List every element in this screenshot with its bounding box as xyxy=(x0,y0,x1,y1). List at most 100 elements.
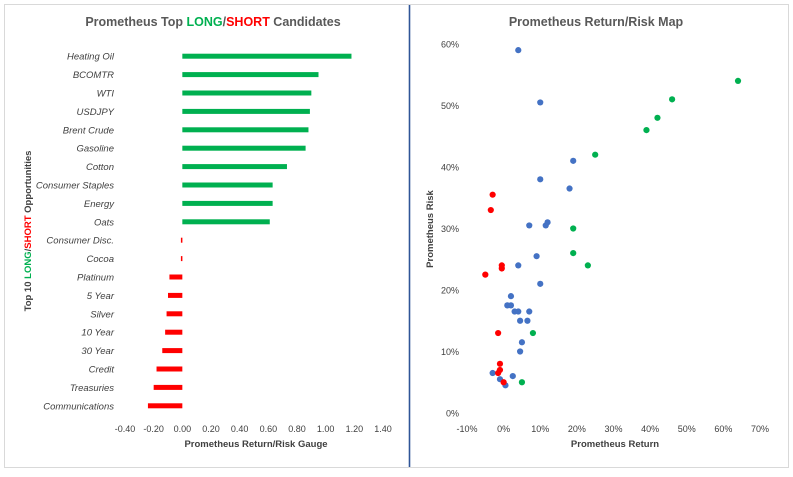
scatter-point-long xyxy=(570,250,577,257)
scatter-point-long xyxy=(643,127,650,134)
y-tick-label: 10% xyxy=(441,347,459,357)
bar-chart-xlabel: Prometheus Return/Risk Gauge xyxy=(184,439,327,450)
scatter-point-neutral xyxy=(526,222,533,229)
scatter-point-neutral xyxy=(489,369,496,377)
scatter-point-neutral xyxy=(537,280,544,287)
x-tick-label: 20% xyxy=(568,424,586,434)
scatter-point-neutral xyxy=(537,99,544,106)
category-label: WTI xyxy=(97,89,115,100)
x-tick-label: -0.20 xyxy=(143,424,164,434)
scatter-point-long xyxy=(584,262,591,269)
bar xyxy=(156,366,183,372)
bar xyxy=(182,164,287,170)
x-tick-label: 0% xyxy=(497,424,510,434)
scatter-point-long xyxy=(570,225,577,232)
x-tick-label: 0.40 xyxy=(231,424,249,434)
category-label: Brent Crude xyxy=(63,125,114,136)
bar xyxy=(182,200,273,206)
scatter-point-short xyxy=(489,191,496,198)
x-tick-label: -0.40 xyxy=(115,424,136,434)
x-tick-label: 1.00 xyxy=(317,424,335,434)
bar xyxy=(180,237,183,243)
bar xyxy=(153,384,183,390)
scatter-point-neutral xyxy=(518,339,526,346)
scatter-point-long xyxy=(669,96,676,103)
scatter-chart-plot: 0% 10% 20% 30% 40% 50% 60% -10% 0% 10% 20% 30% 40% 50… xyxy=(441,40,769,435)
bar xyxy=(180,256,183,262)
bar xyxy=(182,90,312,96)
scatter-point-neutral xyxy=(533,253,540,260)
scatter-point-neutral xyxy=(515,262,522,269)
scatter-point-neutral xyxy=(515,308,522,315)
category-label: Gasoline xyxy=(77,144,115,155)
scatter-chart-ylabel: Prometheus Risk xyxy=(425,189,436,267)
x-tick-label: 40% xyxy=(641,424,659,434)
x-tick-label: 0.80 xyxy=(288,424,306,434)
bar xyxy=(165,329,183,335)
scatter-point-neutral xyxy=(515,47,522,54)
scatter-point-long xyxy=(654,114,661,121)
scatter-point-neutral xyxy=(566,185,573,192)
y-tick-label: 0% xyxy=(446,409,459,419)
bar xyxy=(182,145,306,151)
bar-chart-plot: Heating Oil BCOMTR WTI USDJPY Brent Crude Gas… xyxy=(36,52,392,434)
category-label: Treasuries xyxy=(70,383,114,394)
scatter-point-neutral xyxy=(517,317,524,324)
category-label: Consumer Staples xyxy=(36,181,114,192)
scatter-point-neutral xyxy=(526,308,533,315)
outer-frame xyxy=(4,4,789,468)
bar-chart-ylabel: Top 10 LONG/SHORT Opportunities xyxy=(23,151,34,312)
scatter-point-neutral xyxy=(542,222,549,229)
x-tick-label: 10% xyxy=(531,424,549,434)
scatter-point-neutral xyxy=(570,157,577,164)
x-tick-label: 0.00 xyxy=(174,424,192,434)
x-tick-label: 1.20 xyxy=(346,424,364,434)
category-label: BCOMTR xyxy=(73,70,114,81)
category-label: Consumer Disc. xyxy=(46,236,114,247)
scatter-chart-title: Prometheus Return/Risk Map xyxy=(509,15,684,29)
scatter-point-long xyxy=(592,151,599,158)
x-tick-label: 30% xyxy=(604,424,622,434)
scatter-point-long xyxy=(529,329,537,337)
category-label: 10 Year xyxy=(81,328,114,339)
scatter-point-short xyxy=(496,360,504,367)
category-label: USDJPY xyxy=(77,107,115,118)
scatter-point-long xyxy=(734,77,742,84)
bar-chart-title: Prometheus Top LONG/SHORT Candidates xyxy=(85,15,340,29)
category-label: Silver xyxy=(90,309,115,320)
category-label: Cotton xyxy=(86,162,114,173)
y-tick-label: 20% xyxy=(441,286,459,296)
x-tick-label: 0.20 xyxy=(202,424,220,434)
scatter-point-short xyxy=(487,206,494,214)
scatter-point-neutral xyxy=(507,293,515,300)
y-tick-label: 30% xyxy=(441,224,459,234)
category-label: 30 Year xyxy=(81,346,114,357)
x-tick-label: 60% xyxy=(714,424,732,434)
y-tick-label: 50% xyxy=(441,101,459,111)
x-tick-label: 1.40 xyxy=(374,424,392,434)
scatter-point-neutral xyxy=(524,317,531,324)
x-tick-label: 50% xyxy=(678,424,696,434)
scatter-point-short xyxy=(500,379,507,386)
scatter-point-short xyxy=(482,271,489,278)
x-tick-label: 0.60 xyxy=(260,424,278,434)
category-label: Oats xyxy=(94,217,114,228)
bar xyxy=(182,72,319,78)
bar xyxy=(147,403,183,409)
x-tick-label: -10% xyxy=(456,424,477,434)
category-label: Credit xyxy=(89,365,115,376)
scatter-point-short xyxy=(498,265,505,272)
scatter-chart-xlabel: Prometheus Return xyxy=(571,439,659,450)
y-tick-label: 40% xyxy=(441,163,459,173)
bar xyxy=(166,311,183,317)
scatter-point-neutral xyxy=(507,302,515,309)
scatter-point-neutral xyxy=(517,348,524,355)
scatter-point-short xyxy=(495,329,502,337)
bar xyxy=(162,348,183,354)
bar xyxy=(168,292,183,298)
scatter-point-neutral xyxy=(509,373,516,380)
category-label: 5 Year xyxy=(87,291,115,302)
bar xyxy=(182,182,273,188)
